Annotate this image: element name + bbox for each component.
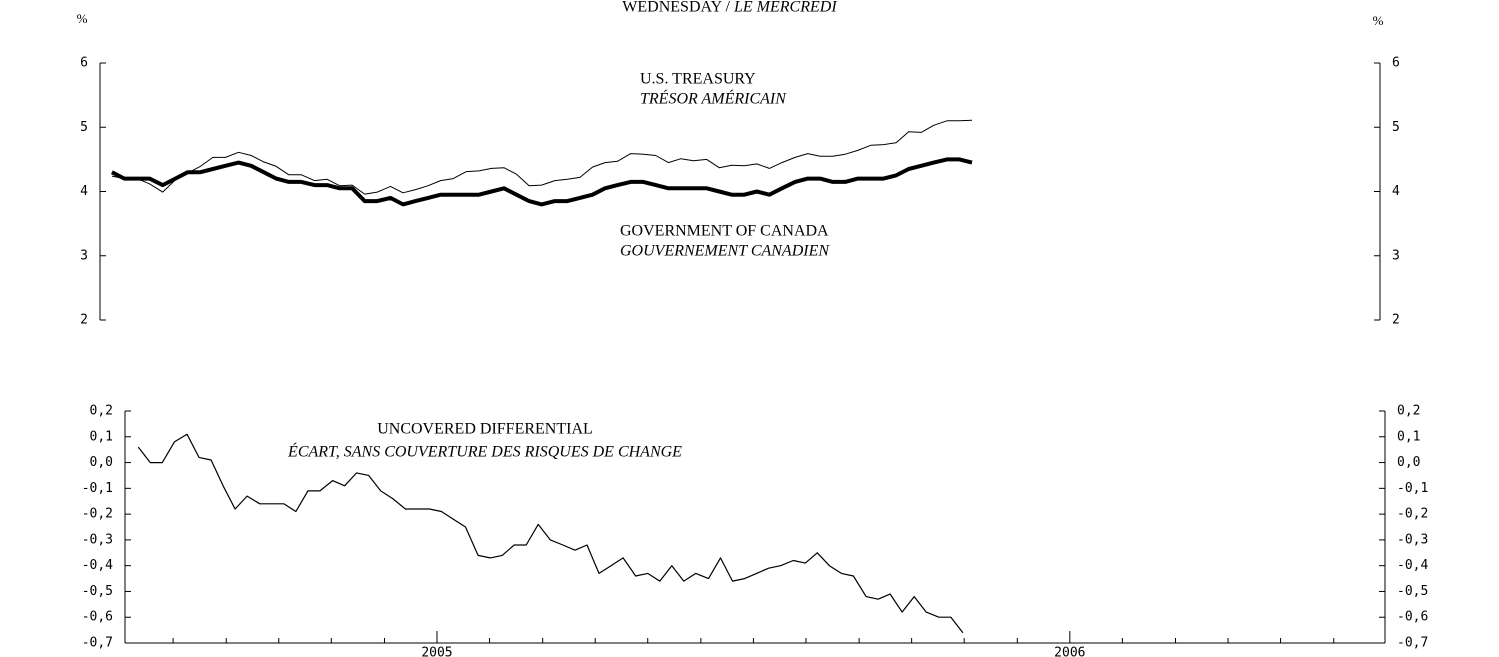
y2-tick-label: 0,1 <box>1397 429 1420 444</box>
y-tick-label: -0,2 <box>82 507 113 522</box>
y-axis-label: % <box>77 11 88 26</box>
y-tick-label: -0,6 <box>82 610 113 625</box>
y2-tick-label: 0,2 <box>1397 404 1420 419</box>
y2-tick-label: -0,1 <box>1397 481 1428 496</box>
y2-tick-label: 0,0 <box>1397 455 1420 470</box>
y2-tick-label: -0,4 <box>1397 558 1428 573</box>
y2-tick-label: 5 <box>1392 120 1400 135</box>
y-tick-label: 4 <box>80 184 88 199</box>
y2-tick-label: -0,6 <box>1397 610 1428 625</box>
y2-tick-label: -0,5 <box>1397 584 1428 599</box>
x-tick-label: 2006 <box>1054 646 1085 657</box>
series-line <box>137 433 964 634</box>
y2-tick-label: -0,3 <box>1397 532 1428 547</box>
y-tick-label: -0,7 <box>82 636 113 651</box>
series-label: GOVERNMENT OF CANADA <box>620 223 829 240</box>
y-tick-label: -0,1 <box>82 481 113 496</box>
y-tick-label: 0,0 <box>90 455 113 470</box>
y-tick-label: 3 <box>80 248 88 263</box>
series-label: U.S. TREASURY <box>640 71 756 88</box>
y-tick-label: 0,2 <box>90 404 113 419</box>
chart-title-french: LE MERCREDI <box>733 0 837 16</box>
y-tick-label: -0,5 <box>82 584 113 599</box>
y2-tick-label: 4 <box>1392 184 1400 199</box>
annotation: ÉCART, SANS COUVERTURE DES RISQUES DE CH… <box>287 442 682 461</box>
y2-tick-label: 3 <box>1392 248 1400 263</box>
y2-tick-label: 6 <box>1392 56 1400 71</box>
y2-tick-label: 2 <box>1392 313 1400 328</box>
x-tick-label: 2005 <box>421 646 452 657</box>
y-tick-label: 2 <box>80 313 88 328</box>
y-tick-label: -0,3 <box>82 532 113 547</box>
series-line <box>111 119 973 195</box>
y-tick-label: 5 <box>80 120 88 135</box>
annotation: TRÉSOR AMÉRICAIN <box>640 89 787 108</box>
y-tick-label: -0,4 <box>82 558 113 573</box>
series-label: UNCOVERED DIFFERENTIAL <box>377 421 593 438</box>
annotation: GOUVERNEMENT CANADIEN <box>620 243 830 260</box>
y2-axis-label: % <box>1373 13 1384 28</box>
y2-tick-label: -0,2 <box>1397 507 1428 522</box>
y-tick-label: 6 <box>80 56 88 71</box>
y-tick-label: 0,1 <box>90 429 113 444</box>
series-line <box>110 157 973 207</box>
y2-tick-label: -0,7 <box>1397 636 1428 651</box>
chart-title: WEDNESDAY / <box>622 0 730 16</box>
